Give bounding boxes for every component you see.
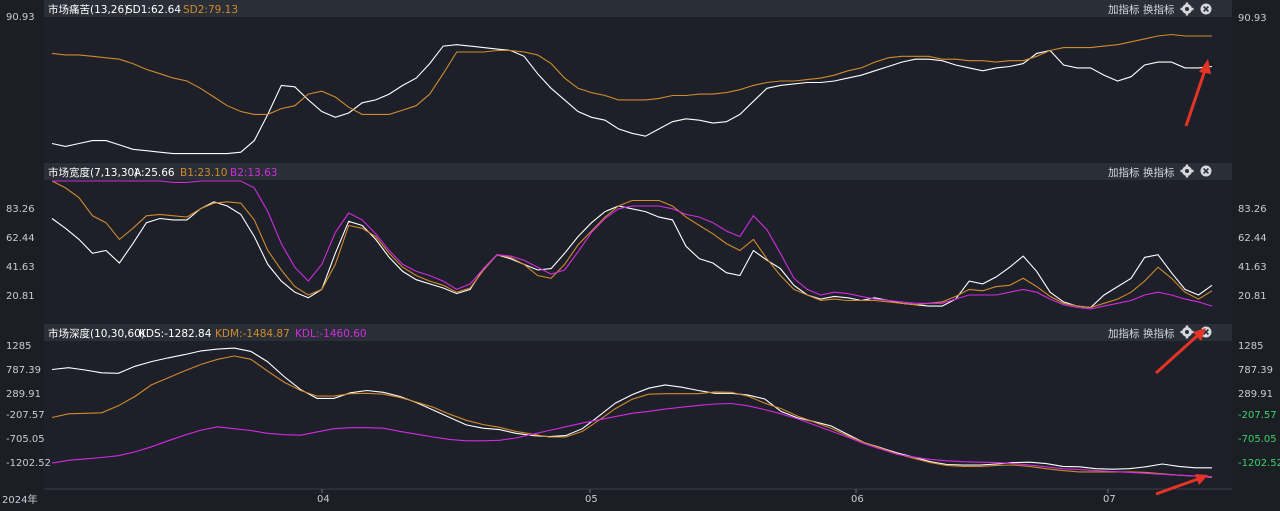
panel-breadth-plot: [51, 180, 1213, 310]
panel-breadth-left-tick-3: 20.81: [6, 291, 35, 302]
panel-breadth: 市场宽度(7,13,30) A:25.66 B1:23.10 B2:13.63 …: [6, 163, 1267, 323]
panel-depth-left-tick-2: 289.91: [6, 389, 41, 400]
panel-breadth-close-icon[interactable]: [1200, 165, 1212, 177]
panel-breadth-right-tick-0: 83.26: [1238, 204, 1267, 215]
panel-pain-indicator-sd2: SD2:79.13: [183, 4, 238, 16]
panel-breadth-title: 市场宽度(7,13,30): [48, 166, 138, 179]
panel-depth-right-tick-4: -705.05: [1238, 434, 1277, 445]
panel-depth-header: [44, 324, 1232, 341]
panel-breadth-left-tick-0: 83.26: [6, 204, 35, 215]
annotation-arrows: [1154, 59, 1211, 496]
panel-depth-left-tick-0: 1285: [6, 341, 31, 352]
panel-pain: 市场痛苦(13,26) SD1:62.64 SD2:79.13 加指标 换指标 …: [6, 0, 1267, 162]
panel-depth-switch-indicator-button[interactable]: 换指标: [1143, 327, 1175, 340]
panel-depth-indicator-kds: KDS:-1282.84: [139, 328, 212, 340]
series-line-b2: [52, 180, 1213, 310]
series-line-kdl: [51, 402, 1213, 478]
panel-breadth-right-tick-3: 20.81: [1238, 291, 1267, 302]
red-arrow-2: [1154, 328, 1206, 375]
panel-depth-plot: [51, 347, 1213, 478]
x-axis-month-07: 07: [1103, 494, 1116, 505]
panel-pain-close-icon[interactable]: [1200, 3, 1212, 15]
panel-depth-right-tick-5: -1202.52: [1238, 458, 1280, 469]
panel-pain-switch-indicator-button[interactable]: 换指标: [1143, 3, 1175, 16]
panel-breadth-left-tick-1: 62.44: [6, 233, 35, 244]
panel-breadth-settings-icon[interactable]: [1180, 164, 1194, 178]
panel-breadth-right-tick-2: 41.63: [1238, 262, 1267, 273]
red-arrow-3: [1155, 474, 1208, 496]
series-line-a: [51, 201, 1213, 309]
panel-depth-settings-icon[interactable]: [1180, 325, 1194, 339]
series-line-sd2: [51, 33, 1212, 115]
panel-breadth-indicator-b2: B2:13.63: [230, 167, 277, 179]
panel-depth-right-tick-0: 1285: [1238, 341, 1263, 352]
panel-breadth-switch-indicator-button[interactable]: 换指标: [1143, 166, 1175, 179]
x-axis: 2024年 04 05 06 07: [2, 488, 1232, 506]
x-axis-year-label: 2024年: [2, 493, 37, 506]
panel-depth-right-tick-2: 289.91: [1238, 389, 1273, 400]
panel-breadth-left-tick-2: 41.63: [6, 262, 35, 273]
panel-pain-header: [44, 0, 1232, 17]
panel-pain-settings-icon[interactable]: [1180, 2, 1194, 16]
panel-pain-left-tick-0: 90.93: [6, 12, 35, 23]
panel-depth-indicator-kdl: KDL:-1460.60: [295, 328, 367, 340]
series-line-sd1: [51, 44, 1213, 155]
panel-depth-indicator-kdm: KDM:-1484.87: [215, 328, 290, 340]
panel-pain-indicator-sd1: SD1:62.64: [126, 4, 181, 16]
x-axis-month-05: 05: [585, 494, 598, 505]
panel-breadth-add-indicator-button[interactable]: 加指标: [1108, 166, 1140, 179]
panel-pain-title: 市场痛苦(13,26): [48, 3, 128, 16]
series-line-b1: [51, 180, 1213, 309]
panel-depth-right-tick-1: 787.39: [1238, 365, 1273, 376]
series-line-kds: [51, 347, 1212, 470]
panel-breadth-header: [44, 163, 1232, 180]
panel-breadth-indicator-a: A:25.66: [134, 167, 175, 179]
panel-depth-add-indicator-button[interactable]: 加指标: [1108, 327, 1140, 340]
panel-depth-left-tick-5: -1202.52: [6, 458, 51, 469]
panel-breadth-indicator-b1: B1:23.10: [180, 167, 227, 179]
x-axis-month-04: 04: [317, 494, 330, 505]
panel-breadth-right-tick-1: 62.44: [1238, 233, 1267, 244]
panel-depth-right-tick-3: -207.57: [1238, 410, 1277, 421]
panel-depth-left-tick-3: -207.57: [6, 410, 45, 421]
series-line-kdm: [51, 355, 1213, 478]
panel-pain-plot: [51, 33, 1213, 155]
panel-pain-right-tick-0: 90.93: [1238, 13, 1267, 24]
panel-depth-left-tick-4: -705.05: [6, 434, 45, 445]
panel-depth-title: 市场深度(10,30,60): [48, 327, 145, 340]
red-arrow-1: [1184, 59, 1211, 127]
panel-depth: 市场深度(10,30,60) KDS:-1282.84 KDM:-1484.87…: [6, 324, 1280, 488]
panel-pain-add-indicator-button[interactable]: 加指标: [1108, 3, 1140, 16]
x-axis-month-06: 06: [851, 494, 864, 505]
panel-depth-left-tick-1: 787.39: [6, 365, 41, 376]
